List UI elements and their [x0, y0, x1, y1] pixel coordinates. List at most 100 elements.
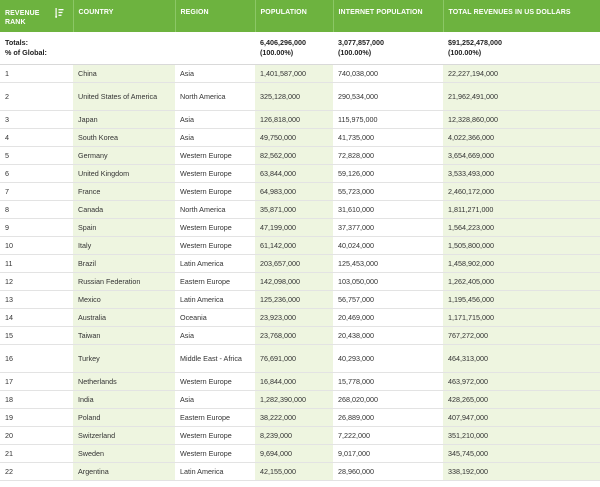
rank-cell: 6 — [0, 164, 73, 183]
table-row: 16 Turkey Middle East - Africa 76,691,000 40… — [0, 344, 600, 373]
revenue-cell: 3,654,669,000 — [443, 146, 600, 165]
region-cell: Eastern Europe — [175, 272, 255, 291]
country-cell: China — [73, 64, 175, 83]
totals-population: 6,406,296,000 — [260, 38, 306, 47]
revenue-cell: 464,313,000 — [443, 344, 600, 373]
header-region[interactable]: REGION — [175, 0, 256, 32]
population-cell: 8,239,000 — [255, 426, 333, 445]
rank-cell: 15 — [0, 326, 73, 345]
header-population[interactable]: POPULATION — [255, 0, 334, 32]
revenue-cell: 4,022,366,000 — [443, 128, 600, 147]
region-cell: Latin America — [175, 254, 255, 273]
internet-cell: 31,610,000 — [333, 200, 443, 219]
internet-cell: 7,222,000 — [333, 426, 443, 445]
revenue-cell: 22,227,194,000 — [443, 64, 600, 83]
population-cell: 49,750,000 — [255, 128, 333, 147]
rank-cell: 9 — [0, 218, 73, 237]
rank-cell: 19 — [0, 408, 73, 427]
internet-cell: 20,469,000 — [333, 308, 443, 327]
internet-cell: 28,960,000 — [333, 462, 443, 481]
table-row: 18 India Asia 1,282,390,000 268,020,000 428,2… — [0, 390, 600, 409]
rank-cell: 18 — [0, 390, 73, 409]
revenue-cell: 1,171,715,000 — [443, 308, 600, 327]
population-cell: 16,844,000 — [255, 372, 333, 391]
region-cell: Asia — [175, 390, 255, 409]
region-cell: Asia — [175, 110, 255, 129]
revenue-cell: 338,192,000 — [443, 462, 600, 481]
region-cell: Western Europe — [175, 146, 255, 165]
rank-cell: 11 — [0, 254, 73, 273]
header-revenue-rank[interactable]: REVENUE RANK — [0, 0, 74, 32]
internet-cell: 20,438,000 — [333, 326, 443, 345]
rank-cell: 20 — [0, 426, 73, 445]
region-cell: Western Europe — [175, 372, 255, 391]
region-cell: Western Europe — [175, 236, 255, 255]
internet-cell: 37,377,000 — [333, 218, 443, 237]
revenue-cell: 345,745,000 — [443, 444, 600, 463]
country-cell: France — [73, 182, 175, 201]
table-row: 8 Canada North America 35,871,000 31,610,000… — [0, 200, 600, 219]
internet-cell: 9,017,000 — [333, 444, 443, 463]
country-cell: Netherlands — [73, 372, 175, 391]
population-cell: 82,562,000 — [255, 146, 333, 165]
country-cell: Switzerland — [73, 426, 175, 445]
country-cell: Argentina — [73, 462, 175, 481]
table-row: 14 Australia Oceania 23,923,000 20,469,000 1,… — [0, 308, 600, 327]
population-cell: 126,818,000 — [255, 110, 333, 129]
population-cell: 9,694,000 — [255, 444, 333, 463]
header-country-label: COUNTRY — [78, 9, 114, 16]
header-internet-population-label: INTERNET POPULATION — [338, 9, 423, 16]
population-cell: 142,098,000 — [255, 272, 333, 291]
rank-cell: 3 — [0, 110, 73, 129]
country-cell: Canada — [73, 200, 175, 219]
internet-cell: 40,293,000 — [333, 344, 443, 373]
header-revenue-rank-label: REVENUE RANK — [5, 10, 40, 26]
header-country[interactable]: COUNTRY — [73, 0, 176, 32]
internet-cell: 26,889,000 — [333, 408, 443, 427]
revenue-cell: 1,564,223,000 — [443, 218, 600, 237]
table-row: 20 Switzerland Western Europe 8,239,000 7,22… — [0, 426, 600, 445]
country-cell: Poland — [73, 408, 175, 427]
region-cell: North America — [175, 200, 255, 219]
region-cell: North America — [175, 82, 255, 111]
rank-cell: 22 — [0, 462, 73, 481]
totals-population-pct: (100.00%) — [260, 48, 294, 57]
rank-cell: 16 — [0, 344, 73, 373]
rank-cell: 10 — [0, 236, 73, 255]
revenue-cell: 21,962,491,000 — [443, 82, 600, 111]
internet-cell: 56,757,000 — [333, 290, 443, 309]
internet-cell: 290,534,000 — [333, 82, 443, 111]
internet-cell: 103,050,000 — [333, 272, 443, 291]
header-total-revenues[interactable]: TOTAL REVENUES IN US DOLLARS — [443, 0, 600, 32]
revenue-cell: 2,460,172,000 — [443, 182, 600, 201]
rank-cell: 4 — [0, 128, 73, 147]
totals-label: Totals: — [5, 38, 29, 47]
table-row: 21 Sweden Western Europe 9,694,000 9,017,000… — [0, 444, 600, 463]
revenue-cell: 767,272,000 — [443, 326, 600, 345]
table-row: 5 Germany Western Europe 82,562,000 72,828,0… — [0, 146, 600, 165]
header-row: REVENUE RANK COUNTRY REGION POPULATION I… — [0, 0, 600, 32]
table-row: 17 Netherlands Western Europe 16,844,000 15,… — [0, 372, 600, 391]
header-internet-population[interactable]: INTERNET POPULATION — [333, 0, 444, 32]
population-cell: 42,155,000 — [255, 462, 333, 481]
internet-cell: 40,024,000 — [333, 236, 443, 255]
rank-cell: 2 — [0, 82, 73, 111]
revenue-cell: 12,328,860,000 — [443, 110, 600, 129]
header-region-label: REGION — [180, 9, 209, 16]
totals-internet: 3,077,857,000 — [338, 38, 384, 47]
rank-cell: 21 — [0, 444, 73, 463]
region-cell: Oceania — [175, 308, 255, 327]
country-cell: Turkey — [73, 344, 175, 373]
revenue-cell: 351,210,000 — [443, 426, 600, 445]
table-row: 1 China Asia 1,401,587,000 740,038,000 22,227… — [0, 64, 600, 83]
population-cell: 76,691,000 — [255, 344, 333, 373]
rank-cell: 7 — [0, 182, 73, 201]
internet-cell: 115,975,000 — [333, 110, 443, 129]
table-row: 10 Italy Western Europe 61,142,000 40,024,00… — [0, 236, 600, 255]
revenue-cell: 1,505,800,000 — [443, 236, 600, 255]
rank-cell: 8 — [0, 200, 73, 219]
sort-descending-icon[interactable] — [55, 8, 64, 18]
region-cell: Western Europe — [175, 218, 255, 237]
region-cell: Asia — [175, 64, 255, 83]
table-row: 3 Japan Asia 126,818,000 115,975,000 12,328,8… — [0, 110, 600, 129]
